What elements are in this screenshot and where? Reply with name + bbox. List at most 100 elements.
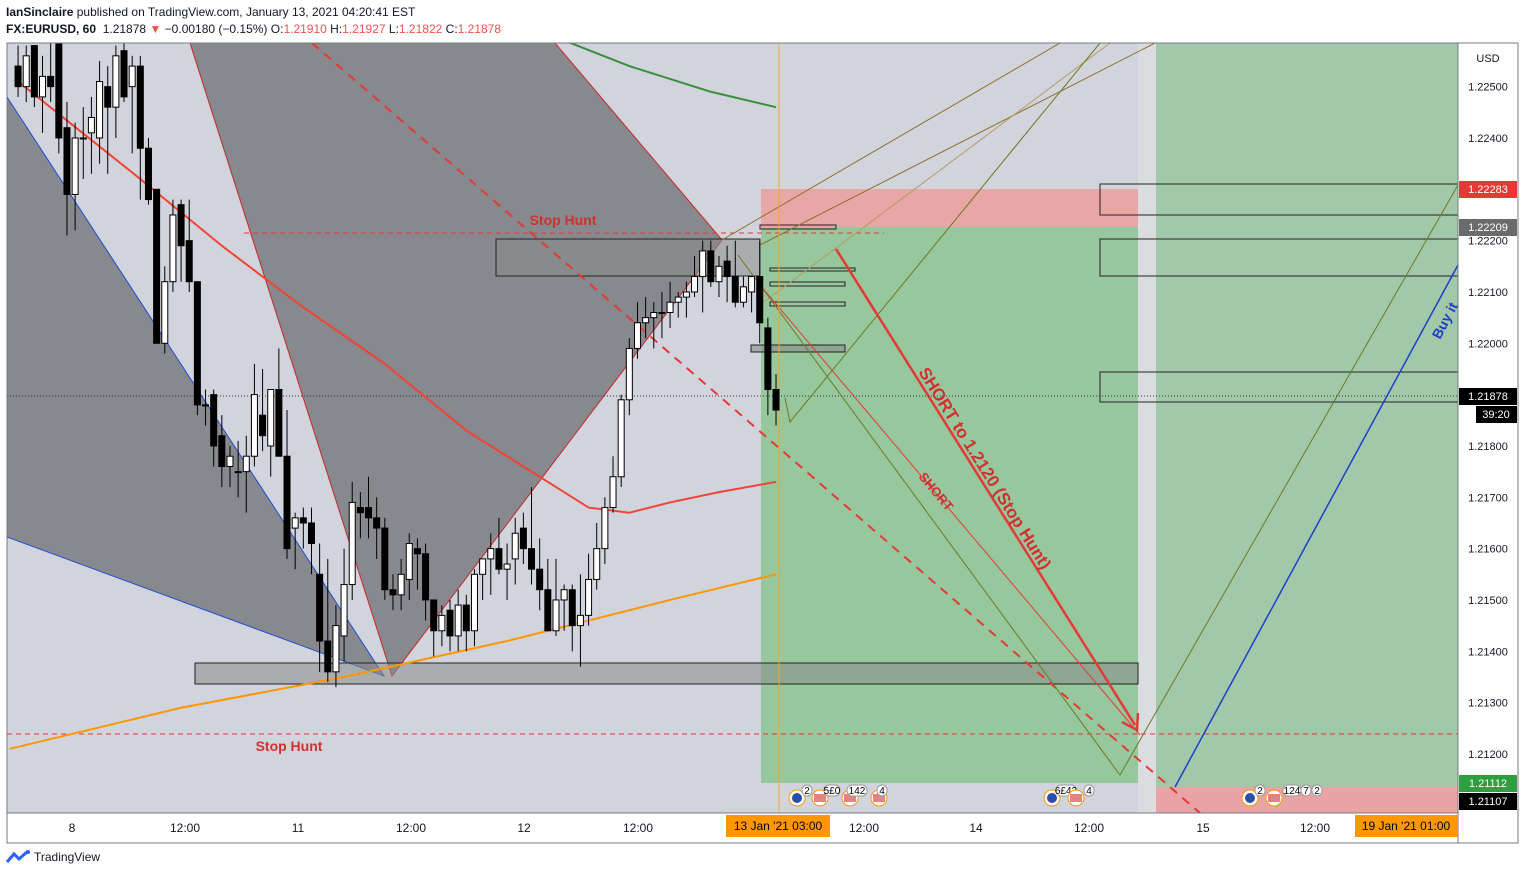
candle-series: [14, 43, 780, 688]
close-value: 1.21878: [457, 22, 502, 36]
event-count: 142: [849, 786, 866, 797]
candle-body-down: [324, 640, 332, 673]
time-marker-label-right: 19 Jan '21 01:00: [1362, 819, 1451, 833]
candle: [691, 256, 699, 298]
candle-body-up: [234, 471, 242, 474]
footer-brand[interactable]: TradingView: [6, 850, 100, 864]
candle: [430, 599, 438, 657]
candle-body-up: [22, 55, 30, 88]
candle: [739, 276, 747, 308]
candle-body-up: [202, 404, 210, 407]
publish-header: IanSinclaire published on TradingView.co…: [6, 5, 415, 19]
price-axis[interactable]: [1457, 42, 1519, 844]
projection-path: [784, 43, 1101, 424]
x-tick: 12:00: [1300, 821, 1330, 835]
candle-body-down: [772, 389, 780, 411]
candle: [503, 543, 511, 600]
candle-body-down: [462, 604, 470, 632]
target-price-badge: [1459, 775, 1517, 792]
low-label: L:: [388, 22, 399, 36]
low-value: 1.21822: [398, 22, 443, 36]
candle: [511, 517, 519, 585]
candle-body-up: [699, 250, 707, 278]
candle: [226, 445, 234, 488]
candle: [104, 66, 112, 174]
event-count: 4: [1086, 786, 1092, 797]
candle-body-up: [71, 137, 79, 195]
candle: [234, 440, 242, 498]
candle-body-up: [715, 265, 723, 283]
y-tick: 1.21500: [1468, 595, 1508, 607]
candle: [405, 533, 413, 600]
candle: [112, 45, 120, 138]
countdown-badge: [1476, 406, 1517, 423]
candle: [275, 348, 283, 457]
event-flag-icon[interactable]: [1067, 789, 1085, 807]
candle-body-down: [544, 589, 552, 632]
candle-body-down: [136, 65, 144, 149]
candle-body-up: [250, 394, 258, 457]
event-markers[interactable]: 2 5£0 142 4 6£42 4 2 124 7 2: [788, 784, 1323, 807]
candle: [666, 281, 674, 328]
candle-body-up: [560, 589, 568, 601]
event-count: 4: [879, 786, 885, 797]
candle-body-down: [307, 522, 315, 545]
candle-body-up: [511, 532, 519, 560]
short-line: [759, 284, 1141, 736]
candle-body-up: [242, 455, 250, 473]
candle: [748, 276, 756, 313]
candle-body-up: [503, 563, 511, 570]
open-label: O:: [270, 22, 284, 36]
candle: [625, 338, 633, 416]
candle: [764, 317, 772, 416]
candle: [153, 188, 161, 344]
candle-body-down: [14, 65, 22, 88]
author-name[interactable]: IanSinclaire: [6, 5, 74, 19]
high-label: H:: [330, 22, 343, 36]
event-flag-icon[interactable]: [1265, 789, 1283, 807]
candle-body-up: [39, 75, 47, 98]
candle-body-down: [373, 517, 381, 529]
current-price-badge: [1459, 388, 1517, 405]
price-change: −0.00180 (−0.15%): [164, 22, 268, 36]
x-tick: 12:00: [849, 821, 879, 835]
x-tick: 8: [69, 821, 76, 835]
stop-zone: [761, 189, 1138, 227]
y-tick: 1.22400: [1468, 133, 1508, 145]
event-flag-icon[interactable]: [811, 789, 829, 807]
candle: [169, 199, 177, 292]
candle: [22, 45, 30, 103]
open-value: 1.21910: [283, 22, 327, 36]
candle: [307, 507, 315, 575]
entry-price: 1.22209: [1468, 222, 1508, 234]
candle-body-down: [120, 50, 128, 98]
candle: [772, 374, 780, 426]
event-flag-icon[interactable]: [788, 789, 806, 807]
event-count: 124: [1284, 786, 1301, 797]
candle-body-up: [438, 614, 446, 632]
candle: [560, 584, 568, 631]
candle: [454, 589, 462, 652]
candle: [642, 297, 650, 339]
symbol-label[interactable]: FX:EURUSD, 60: [6, 22, 97, 36]
candle: [136, 55, 144, 200]
x-tick: 15: [1196, 821, 1210, 835]
candle: [389, 574, 397, 611]
candle-body-down: [430, 599, 438, 632]
x-tick: 12:00: [170, 821, 200, 835]
candle-body-up: [552, 599, 560, 632]
candle-body-down: [723, 260, 731, 278]
high-value: 1.21927: [342, 22, 386, 36]
x-tick: 12:00: [623, 821, 653, 835]
event-flag-icon[interactable]: [1241, 789, 1259, 807]
candle: [96, 60, 104, 164]
candle-body-up: [291, 517, 299, 529]
candle: [544, 558, 552, 632]
current-price: 1.21878: [1468, 391, 1508, 403]
candle-body-up: [87, 116, 95, 134]
mid-box: [1099, 371, 1458, 403]
event-flag-icon[interactable]: [1043, 789, 1061, 807]
candle-body-up: [112, 55, 120, 108]
candle: [568, 584, 576, 652]
